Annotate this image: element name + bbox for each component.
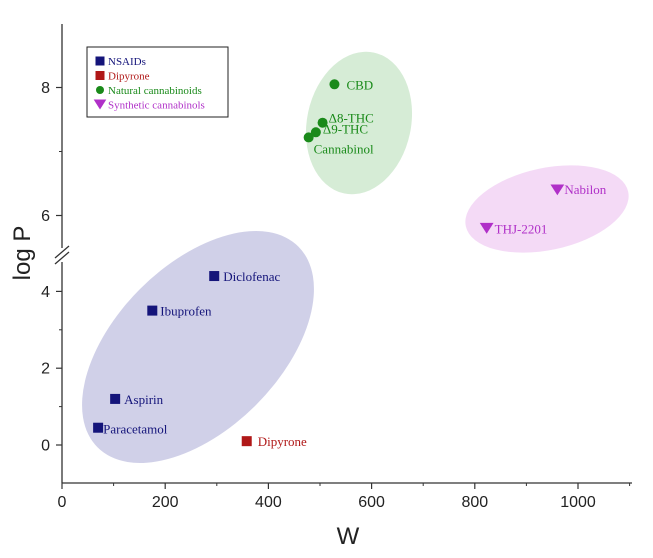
legend-label: NSAIDs [108,56,146,68]
axis-break-mark-upper [54,245,70,259]
point-label: Diclofenac [223,269,280,284]
point-label: Δ8-THC [329,111,374,126]
point-label: Dipyrone [258,434,307,449]
point-label: THJ-2201 [495,221,548,236]
x-tick-label: 200 [152,494,179,511]
data-point-square [209,271,220,282]
legend-label: Natural cannabinoids [108,85,202,97]
data-point-square [241,436,252,447]
point-label: Paracetamol [103,422,168,437]
legend-marker [96,86,104,94]
point-label: Δ9-THC [323,121,368,136]
legend-box [86,46,229,118]
data-point-circle [310,127,321,138]
y-tick-label: 6 [41,208,50,225]
legend-marker [95,71,105,80]
legend-label: Synthetic cannabinols [108,100,205,112]
data-point-square [93,422,104,433]
data-point-square [147,305,158,316]
group-ellipse-synthetic-cannabinols [465,165,629,253]
x-tick-label: 400 [255,494,282,511]
legend-marker [93,99,107,110]
x-axis-title: W [337,523,360,550]
legend: NSAIDs Dipyrone Natural cannabinoids Synthe… [86,46,229,118]
legend-marker [95,56,105,66]
data-point-square [110,393,121,404]
axis-break-mark-lower [54,251,70,265]
data-point-triangle-down [550,184,565,196]
group-ellipse-nsaids [82,231,314,463]
data-points: Paracetamol Aspirin Ibuprofen Diclofenac Dip… [93,77,607,449]
point-label: Ibuprofen [160,304,212,319]
y-axis-title: log P [9,226,36,281]
x-tick-label: 800 [461,494,488,511]
y-tick-label: 2 [41,361,50,378]
x-tick-label: 1000 [560,494,596,511]
point-label: Aspirin [124,392,164,407]
y-tick-label: 8 [41,80,50,97]
point-label: CBD [346,77,373,92]
data-point-circle [317,117,328,128]
x-tick-label: 0 [58,494,67,511]
y-tick-label: 0 [41,438,50,455]
legend-label: Dipyrone [108,71,150,83]
x-tick-label: 600 [358,494,385,511]
ticks: 0 200 400 600 800 1000 0 2 4 6 8 [41,80,631,511]
data-point-circle [303,132,314,143]
data-point-triangle-down [479,222,494,234]
data-point-circle [329,79,340,90]
point-label: Cannabinol [314,141,374,156]
y-tick-label: 4 [41,284,50,301]
point-label: Nabilon [564,182,606,197]
axes [54,24,632,484]
